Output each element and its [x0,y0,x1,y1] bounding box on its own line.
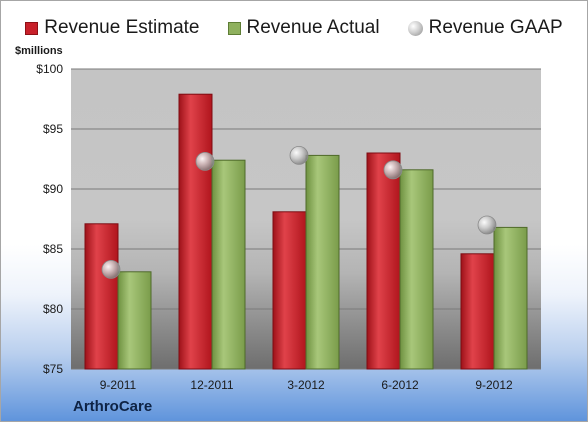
bar-revenue-actual [399,169,434,370]
bar-revenue-actual [305,154,340,370]
bar-revenue-estimate [178,93,213,370]
legend: Revenue Estimate Revenue Actual Revenue … [1,17,587,39]
point-revenue-gaap [101,259,121,279]
bar-revenue-actual [493,226,528,370]
bar-revenue-estimate [366,152,401,370]
y-axis-unit-label: $millions [15,45,63,57]
legend-item-revenue-estimate: Revenue Estimate [25,17,200,39]
legend-swatch-revenue-actual [227,21,241,35]
y-tick-label: $85 [43,242,63,256]
legend-swatch-revenue-estimate [25,21,39,35]
point-revenue-gaap [383,160,403,180]
bar-revenue-actual [211,159,246,370]
point-revenue-gaap [195,151,215,171]
legend-swatch-revenue-gaap [407,20,423,36]
y-axis: $75 $80 $85 $90 $95 $100 [36,62,63,376]
point-revenue-gaap [289,145,309,165]
company-name: ArthroCare [73,398,153,415]
legend-label-revenue-gaap: Revenue GAAP [428,17,563,38]
x-axis: 9-2011 12-2011 3-2012 6-2012 9-2012 [100,378,513,392]
bars [84,93,528,370]
bar-revenue-estimate [272,211,307,370]
x-tick-label: 9-2011 [100,378,137,392]
bar-revenue-estimate [460,253,495,370]
y-tick-label: $95 [43,122,63,136]
legend-item-revenue-actual: Revenue Actual [227,17,380,39]
legend-label-revenue-estimate: Revenue Estimate [44,17,200,38]
bar-revenue-estimate [84,223,119,370]
legend-item-revenue-gaap: Revenue GAAP [407,17,563,39]
point-revenue-gaap [477,215,497,235]
legend-label-revenue-actual: Revenue Actual [246,17,380,38]
gaap-points [101,145,497,279]
x-tick-label: 6-2012 [381,378,419,392]
y-tick-label: $75 [43,362,63,376]
y-tick-label: $80 [43,302,63,316]
y-tick-label: $90 [43,182,63,196]
x-tick-label: 12-2011 [190,378,233,392]
y-tick-label: $100 [36,62,63,76]
x-tick-label: 9-2012 [475,378,513,392]
bar-revenue-actual [117,271,152,370]
x-tick-label: 3-2012 [287,378,325,392]
